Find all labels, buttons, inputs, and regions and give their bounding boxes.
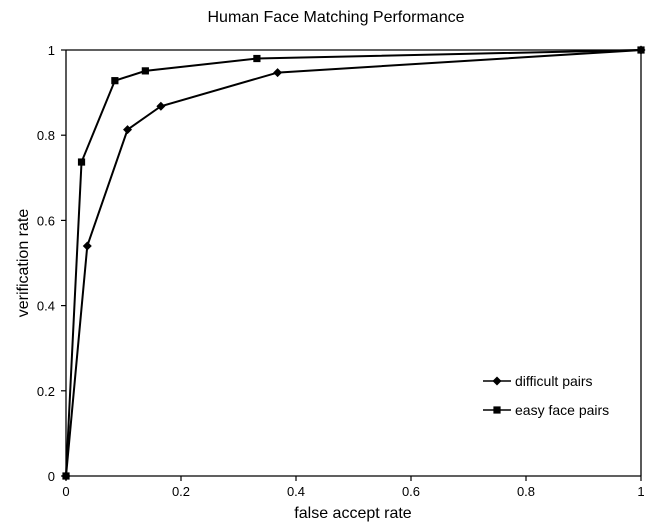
x-axis-label: false accept rate <box>294 505 412 522</box>
data-point <box>637 46 645 54</box>
x-tick-label: 0.4 <box>287 484 305 499</box>
data-point <box>77 158 86 166</box>
data-point <box>82 241 92 251</box>
data-point <box>156 101 166 111</box>
legend: difficult pairs easy face pairs <box>483 373 609 418</box>
data-point <box>141 67 149 75</box>
legend-label: difficult pairs <box>515 373 593 389</box>
data-point <box>123 125 133 135</box>
x-tick-label: 0 <box>62 484 69 499</box>
legend-label: easy face pairs <box>515 402 609 418</box>
legend-item: easy face pairs <box>483 402 609 418</box>
series-layer <box>61 45 646 481</box>
y-tick-label: 1 <box>48 43 55 58</box>
y-axis-label: verification rate <box>15 209 32 318</box>
x-axis-ticks: 0 0.2 0.4 0.6 0.8 1 <box>62 476 645 499</box>
x-tick-label: 0.8 <box>517 484 535 499</box>
series-line <box>65 49 642 477</box>
series-easy-face-pairs <box>62 46 645 480</box>
chart-title: Human Face Matching Performance <box>208 9 465 26</box>
y-axis-ticks: 0 0.2 0.4 0.6 0.8 1 <box>37 43 66 484</box>
data-point <box>111 77 119 85</box>
series-line <box>65 49 642 477</box>
legend-marker <box>492 376 502 386</box>
legend-item: difficult pairs <box>483 373 593 389</box>
y-tick-label: 0.8 <box>37 128 55 143</box>
plot-frame <box>65 49 642 477</box>
data-point <box>253 54 261 63</box>
legend-marker <box>493 406 501 414</box>
x-tick-label: 0.2 <box>172 484 190 499</box>
y-tick-label: 0.2 <box>37 384 55 399</box>
y-tick-label: 0.4 <box>37 299 55 314</box>
x-tick-label: 0.6 <box>402 484 420 499</box>
y-tick-label: 0 <box>48 469 55 484</box>
data-point <box>62 472 70 480</box>
data-point <box>273 68 283 78</box>
x-tick-label: 1 <box>637 484 644 499</box>
y-tick-label: 0.6 <box>37 213 55 228</box>
